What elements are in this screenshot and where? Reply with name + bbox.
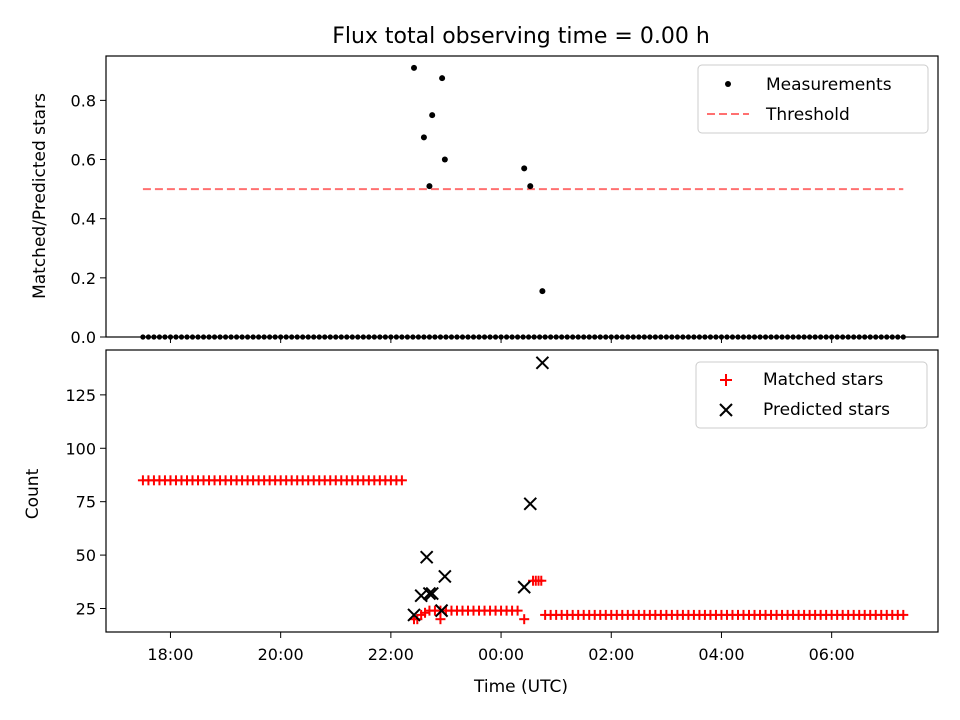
bottom-xtick-label: 18:00 bbox=[147, 645, 193, 664]
top-ytick-label: 0.4 bbox=[71, 210, 96, 229]
bottom-plot-data bbox=[137, 356, 909, 625]
measurement-point bbox=[426, 183, 433, 190]
top-ytick-label: 0.0 bbox=[71, 328, 96, 347]
bottom-ytick-label: 50 bbox=[76, 546, 96, 565]
top-y-axis: 0.0 0.2 0.4 0.6 0.8 bbox=[71, 91, 106, 347]
predicted-star-point bbox=[535, 356, 550, 370]
bottom-ytick-label: 125 bbox=[65, 386, 96, 405]
predicted-star-point bbox=[434, 603, 449, 618]
bottom-ytick-label: 25 bbox=[76, 600, 96, 619]
matched-star-point bbox=[898, 609, 909, 620]
bottom-axes-frame bbox=[105, 349, 939, 633]
bottom-xlabel: Time (UTC) bbox=[473, 677, 568, 697]
bottom-ytick-label: 75 bbox=[76, 493, 96, 512]
matched-star-point bbox=[435, 614, 446, 625]
predicted-star-point bbox=[407, 608, 421, 622]
top-ylabel: Matched/Predicted stars bbox=[30, 93, 50, 299]
measurement-point bbox=[539, 288, 546, 295]
top-ytick-label: 0.2 bbox=[71, 269, 96, 288]
bottom-y-axis: 25 50 75 100 125 bbox=[65, 386, 106, 619]
bottom-xtick-label: 20:00 bbox=[258, 645, 304, 664]
predicted-star-point bbox=[414, 588, 428, 603]
measurement-point bbox=[521, 165, 528, 172]
predicted-star-point bbox=[438, 569, 452, 584]
bottom-panel: 25 50 75 100 125 18:00 20:00 22:00 00:00 02:00 04… bbox=[23, 349, 939, 697]
matched-star-point bbox=[519, 614, 530, 625]
legend-measurements: Measurements bbox=[766, 75, 892, 95]
top-ytick-label: 0.6 bbox=[71, 151, 96, 170]
matched-star-point bbox=[512, 605, 523, 616]
bottom-x-axis: 18:00 20:00 22:00 00:00 02:00 04:00 06:00 bbox=[147, 632, 855, 664]
matched-star-point bbox=[420, 607, 431, 618]
bottom-ylabel: Count bbox=[23, 468, 43, 519]
measurement-point bbox=[429, 112, 436, 119]
bottom-legend: Matched stars Predicted stars bbox=[695, 361, 928, 429]
bottom-xtick-label: 04:00 bbox=[698, 645, 744, 664]
matched-legend-marker bbox=[720, 374, 732, 386]
matched-star-point bbox=[536, 575, 547, 586]
measurement-point bbox=[439, 75, 446, 82]
top-legend-box bbox=[697, 64, 929, 134]
bottom-xtick-label: 22:00 bbox=[368, 645, 414, 664]
predicted-star-point bbox=[422, 586, 437, 601]
legend-predicted-stars: Predicted stars bbox=[763, 400, 890, 420]
legend-threshold: Threshold bbox=[765, 105, 850, 125]
bottom-legend-box bbox=[695, 361, 928, 429]
bottom-xtick-label: 02:00 bbox=[588, 645, 634, 664]
predicted-star-point bbox=[523, 497, 537, 511]
top-legend: Measurements Threshold bbox=[697, 64, 929, 134]
predicted-star-point bbox=[419, 550, 434, 564]
bottom-xtick-label: 06:00 bbox=[809, 645, 855, 664]
top-ytick-label: 0.8 bbox=[71, 91, 96, 110]
top-panel: Flux total observing time = 0.00 h 0.00.… bbox=[30, 24, 939, 347]
matched-star-point bbox=[396, 475, 407, 486]
measurement-point bbox=[527, 183, 534, 190]
predicted-legend-marker bbox=[719, 403, 733, 417]
bottom-xtick-label: 00:00 bbox=[478, 645, 524, 664]
top-x-ticks bbox=[169, 337, 833, 343]
measurement-point bbox=[420, 134, 427, 141]
measurements-legend-marker bbox=[725, 81, 731, 87]
top-axes-frame bbox=[105, 55, 939, 338]
bottom-ytick-label: 100 bbox=[65, 439, 96, 458]
measurement-point bbox=[441, 156, 448, 163]
measurement-point bbox=[411, 64, 418, 71]
top-title: Flux total observing time = 0.00 h bbox=[332, 24, 710, 49]
legend-matched-stars: Matched stars bbox=[763, 370, 883, 390]
predicted-star-point bbox=[517, 580, 531, 594]
predicted-star-point bbox=[425, 586, 439, 601]
